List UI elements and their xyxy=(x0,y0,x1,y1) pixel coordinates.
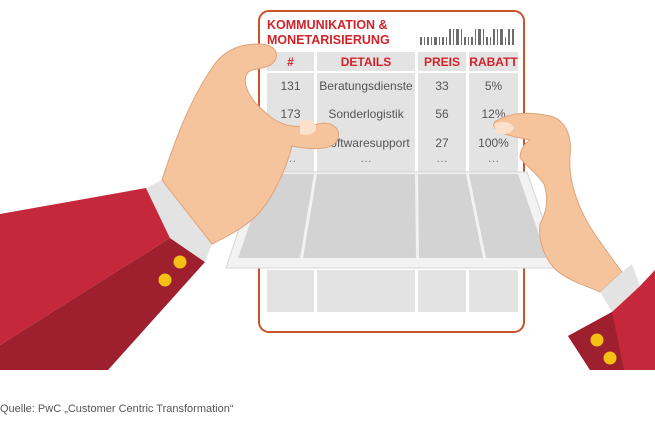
cuff-button-icon xyxy=(590,333,604,347)
cell-number: 173 xyxy=(280,107,300,121)
cuff-button-icon xyxy=(603,351,617,365)
column-header-number: # xyxy=(287,55,294,69)
ellipsis: … xyxy=(436,151,448,165)
folded-flap xyxy=(225,171,561,269)
column-header-price: PREIS xyxy=(424,55,460,69)
ellipsis: … xyxy=(360,151,372,165)
card-title-line-2: MONETARISIERUNG xyxy=(267,33,390,47)
cell-number: 131 xyxy=(280,79,300,93)
cell-price: 27 xyxy=(435,136,449,150)
table-row: 131 Beratungsdienste 33 5% xyxy=(280,79,502,93)
column-header-details: DETAILS xyxy=(341,55,391,69)
cell-discount: 100% xyxy=(478,136,509,150)
cell-details: Sonderlogistik xyxy=(328,107,404,121)
card-title-line-1: KOMMUNIKATION & xyxy=(267,18,388,32)
right-arm xyxy=(568,264,655,370)
cuff-button-icon xyxy=(158,273,172,287)
table-row: 173 Sonderlogistik 56 12% xyxy=(280,107,505,121)
document-card: KOMMUNIKATION & MONETARISIERUNG xyxy=(225,10,561,333)
cell-details: Beratungsdienste xyxy=(319,79,413,93)
left-arm xyxy=(0,180,212,370)
right-hand xyxy=(493,112,623,293)
left-hand xyxy=(161,43,340,245)
illustration: KOMMUNIKATION & MONETARISIERUNG xyxy=(0,10,655,370)
cuff-button-icon xyxy=(173,255,187,269)
cell-discount: 5% xyxy=(485,79,503,93)
column-header-discount: RABATT xyxy=(469,55,518,69)
cell-details: Softwaresupport xyxy=(322,136,410,150)
ellipsis: … xyxy=(488,151,500,165)
cell-discount: 12% xyxy=(481,107,505,121)
cell-price: 56 xyxy=(435,107,449,121)
cell-price: 33 xyxy=(435,79,449,93)
source-caption: Quelle: PwC „Customer Centric Transforma… xyxy=(0,403,234,415)
table-row-ellipsis: … … … … xyxy=(285,151,500,165)
barcode-icon xyxy=(420,29,514,45)
